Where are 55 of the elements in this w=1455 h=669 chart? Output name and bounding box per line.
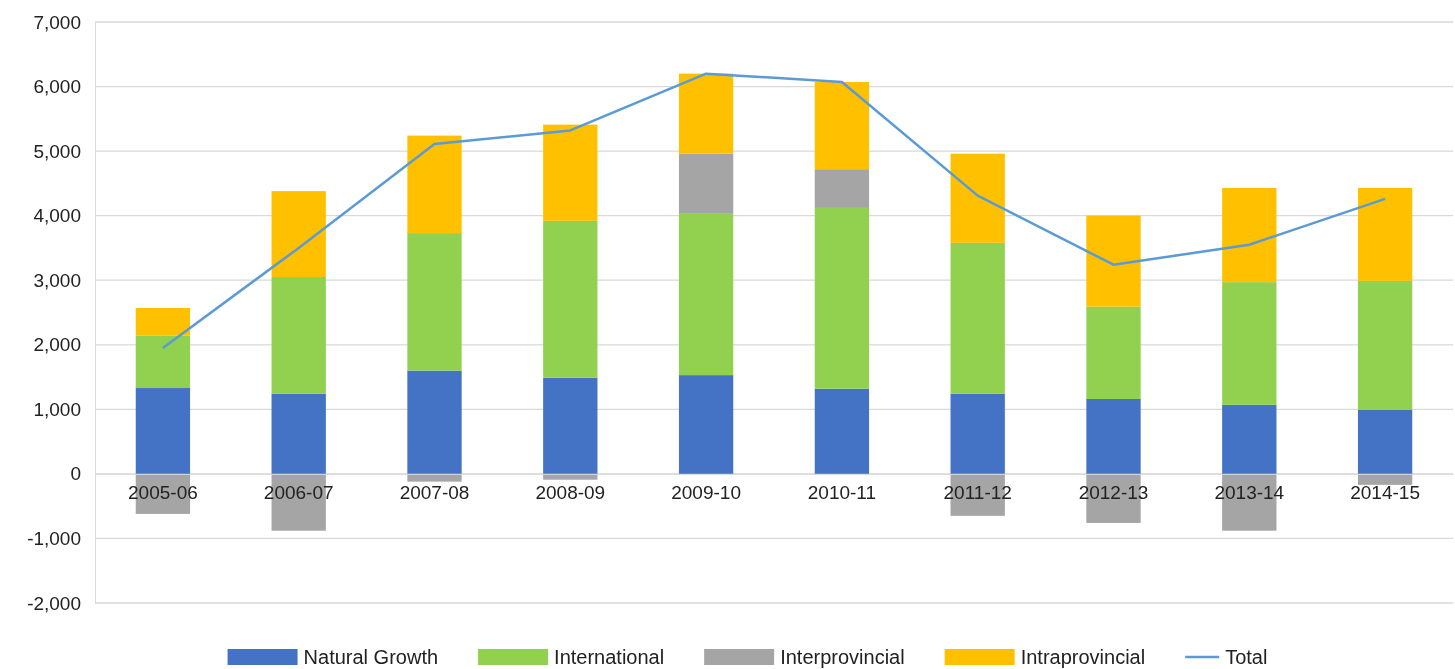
bar bbox=[678, 375, 734, 474]
bar bbox=[1086, 306, 1141, 399]
bar bbox=[1222, 404, 1277, 474]
legend-label: International bbox=[554, 646, 665, 668]
bar bbox=[135, 335, 191, 389]
bar bbox=[678, 213, 734, 376]
y-tick-label: 3,000 bbox=[33, 269, 81, 291]
line-series bbox=[161, 72, 1387, 350]
y-tick-label: 4,000 bbox=[33, 205, 81, 227]
x-tick-label: 2008-09 bbox=[535, 482, 606, 504]
legend-label: Interprovincial bbox=[780, 646, 905, 668]
bar bbox=[1222, 282, 1277, 405]
legend-label: Natural Growth bbox=[303, 646, 439, 668]
bar bbox=[950, 153, 1005, 243]
bar bbox=[1086, 399, 1141, 474]
y-tick-label: 0 bbox=[70, 463, 81, 485]
x-tick-label: 2010-11 bbox=[807, 482, 877, 504]
bar bbox=[1357, 187, 1413, 281]
bar bbox=[135, 307, 191, 336]
legend-label: Total bbox=[1225, 646, 1268, 668]
bar bbox=[1222, 187, 1277, 283]
bar bbox=[543, 220, 598, 378]
bar bbox=[1086, 215, 1141, 307]
bar bbox=[407, 370, 462, 474]
bar bbox=[407, 233, 462, 371]
bar bbox=[1357, 409, 1413, 474]
bar bbox=[543, 124, 598, 221]
bar bbox=[271, 393, 326, 474]
y-tick-label: 2,000 bbox=[33, 334, 81, 356]
x-tick-label: 2009-10 bbox=[671, 482, 741, 504]
bar bbox=[814, 82, 870, 170]
bar bbox=[543, 377, 598, 474]
y-tick-label: -2,000 bbox=[27, 592, 81, 614]
bar bbox=[950, 393, 1005, 474]
x-tick-label: 2014-15 bbox=[1350, 482, 1420, 504]
bar bbox=[135, 388, 191, 474]
bar bbox=[814, 388, 870, 474]
y-tick-label: 1,000 bbox=[33, 398, 81, 420]
bar bbox=[814, 207, 870, 389]
x-tick-label: 2007-08 bbox=[399, 482, 470, 504]
y-tick-label: -1,000 bbox=[27, 528, 81, 550]
y-tick-label: 5,000 bbox=[33, 140, 81, 162]
bar bbox=[678, 153, 734, 214]
y-tick-label: 6,000 bbox=[33, 76, 81, 98]
bar bbox=[271, 276, 326, 394]
bar bbox=[1357, 280, 1413, 410]
bar bbox=[678, 73, 734, 154]
bar bbox=[814, 169, 870, 208]
y-tick-label: 7,000 bbox=[33, 11, 81, 33]
bar bbox=[1357, 473, 1413, 485]
bar bbox=[407, 473, 462, 482]
legend-label: Intraprovincial bbox=[1020, 646, 1146, 668]
bar bbox=[407, 135, 462, 234]
bar bbox=[271, 191, 326, 277]
bar bbox=[950, 242, 1005, 394]
